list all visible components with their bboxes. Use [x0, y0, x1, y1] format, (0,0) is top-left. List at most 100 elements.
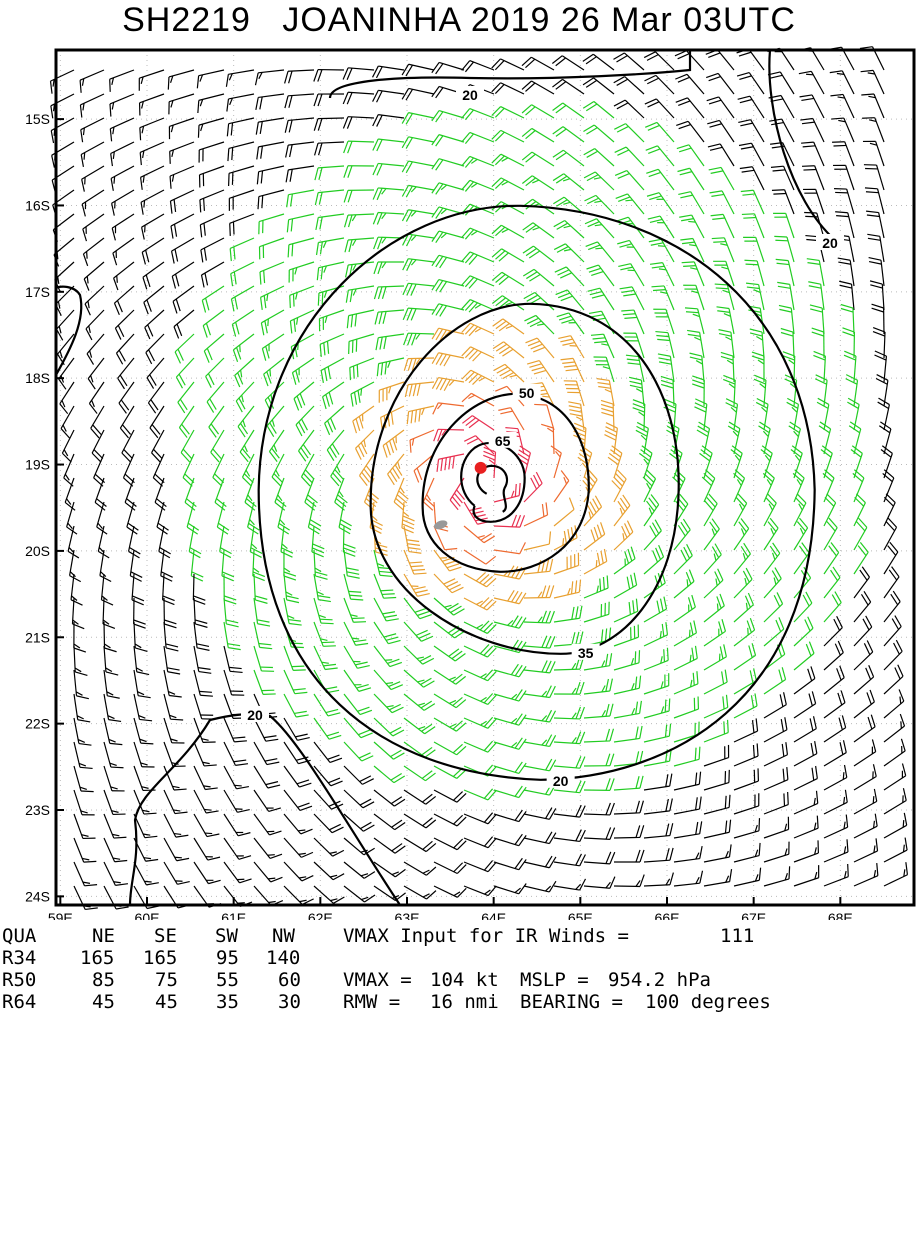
barb-feather — [697, 671, 698, 684]
barb-feather — [457, 793, 466, 802]
barb-feather — [636, 776, 639, 788]
wind-barb — [756, 399, 768, 430]
barb-feather — [325, 668, 338, 670]
barb-feather — [628, 363, 641, 364]
barb-feather — [409, 562, 422, 563]
barb-feather — [457, 841, 466, 850]
barb-feather — [745, 578, 747, 585]
barb-feather — [352, 618, 365, 619]
barb-feather — [328, 755, 340, 759]
wind-barb — [434, 574, 463, 593]
barb-feather — [62, 400, 65, 407]
wind-barb — [464, 694, 496, 705]
wind-barb — [483, 447, 495, 478]
barb-feather — [408, 359, 412, 371]
wind-barb — [344, 598, 366, 622]
barb-feather — [234, 272, 236, 285]
barb-feather — [202, 300, 205, 312]
barb-feather — [658, 246, 665, 247]
barb-feather — [750, 618, 754, 630]
barb-feather — [465, 372, 474, 381]
wind-barb — [734, 843, 760, 862]
barb-feather — [86, 329, 92, 340]
wind-barb — [793, 470, 804, 502]
barb-feather — [737, 73, 749, 77]
wind-barb — [224, 862, 252, 883]
wind-barb — [287, 214, 314, 232]
barb-feather — [115, 884, 128, 886]
barb-feather — [812, 328, 824, 332]
barb-feather — [855, 497, 864, 506]
barb-feather — [765, 470, 774, 478]
wind-barb — [159, 526, 171, 558]
barb-feather — [723, 696, 724, 709]
wind-barb — [404, 886, 436, 899]
y-tick-label: 19S — [25, 457, 50, 473]
barb-staff — [464, 550, 486, 564]
wind-barb — [803, 189, 824, 214]
wind-barb — [374, 598, 399, 621]
wind-barb — [284, 862, 313, 881]
barb-feather — [330, 875, 337, 877]
barb-feather — [516, 515, 521, 527]
barb-feather — [233, 222, 234, 235]
barb-feather — [193, 596, 205, 600]
wind-barb — [284, 790, 312, 810]
barb-feather — [140, 128, 141, 141]
wind-barb — [224, 670, 244, 695]
wind-barb — [432, 111, 464, 122]
wind-barb — [830, 71, 854, 94]
barb-feather — [780, 694, 783, 706]
barb-feather — [799, 71, 811, 73]
barb-feather — [649, 508, 652, 515]
wind-barb — [524, 315, 554, 334]
wind-barb — [402, 137, 434, 149]
barb-feather — [576, 707, 580, 719]
wind-barb — [254, 862, 282, 882]
barb-feather — [260, 272, 261, 285]
wind-barb — [884, 689, 904, 718]
barb-feather — [345, 215, 348, 227]
barb-feather — [138, 696, 150, 698]
barb-feather — [729, 795, 730, 808]
barb-feather — [678, 168, 690, 171]
barb-feather — [75, 672, 87, 675]
barb-feather — [462, 300, 470, 309]
wind-barb — [74, 742, 93, 768]
barb-feather — [779, 309, 791, 312]
barb-feather — [610, 778, 614, 790]
barb-feather — [176, 274, 179, 286]
wind-barb — [522, 105, 554, 118]
barb-feather — [346, 568, 358, 570]
wind-barb — [884, 494, 895, 526]
wind-barb — [374, 766, 405, 783]
y-tick-label: 21S — [25, 629, 50, 645]
barb-feather — [562, 343, 574, 346]
barb-feather — [484, 623, 493, 632]
wind-barb — [206, 358, 224, 388]
barb-feather — [403, 512, 409, 516]
barb-feather — [629, 377, 641, 380]
barb-feather — [783, 352, 795, 356]
wind-barb — [325, 406, 344, 435]
barb-feather — [814, 716, 817, 728]
barb-feather — [291, 219, 292, 232]
barb-feather — [390, 441, 394, 453]
wind-barb — [764, 592, 783, 622]
barb-feather — [347, 576, 359, 578]
wind-barb — [674, 871, 703, 886]
wind-barb — [321, 358, 344, 383]
barb-feather — [758, 360, 764, 364]
barb-feather — [519, 483, 520, 496]
wind-barb — [315, 166, 344, 180]
barb-feather — [287, 195, 289, 208]
wind-barb — [104, 766, 125, 791]
barb-feather — [441, 458, 442, 471]
barb-feather — [351, 315, 352, 328]
wind-barb — [464, 741, 496, 752]
barb-feather — [195, 624, 207, 627]
barb-feather — [294, 319, 295, 332]
wind-barb — [226, 70, 254, 87]
barb-feather — [595, 248, 602, 249]
barb-feather — [207, 348, 212, 360]
